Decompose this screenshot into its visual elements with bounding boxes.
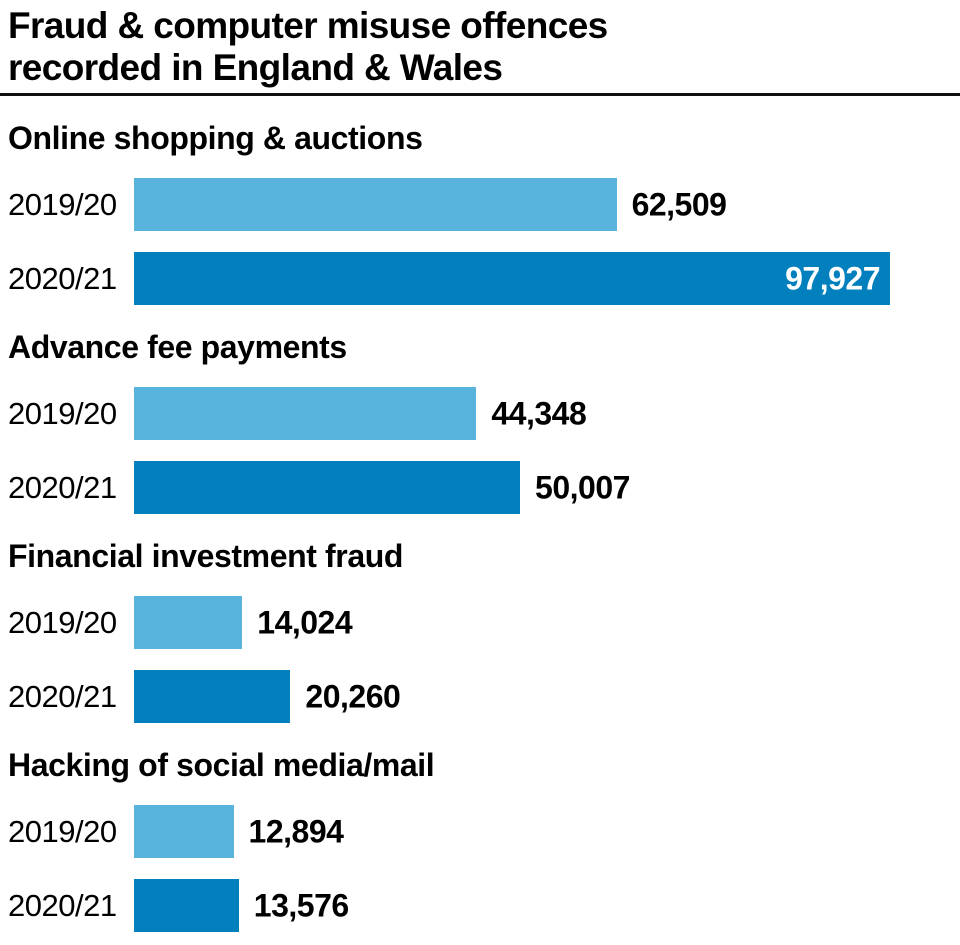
bar-track: 14,024 (134, 596, 890, 649)
bar-track: 62,509 (134, 178, 890, 231)
section-financial-investment-fraud: Financial investment fraud 2019/20 14,02… (0, 538, 960, 723)
bar-track: 97,927 (134, 252, 890, 305)
section-label: Online shopping & auctions (8, 120, 423, 156)
bar-row: 2019/20 12,894 (0, 805, 960, 858)
value-label: 62,509 (631, 186, 727, 222)
section-label: Hacking of social media/mail (8, 747, 435, 783)
section-label: Financial investment fraud (8, 538, 404, 574)
value-label: 12,894 (248, 813, 344, 849)
bar-track: 44,348 (134, 387, 890, 440)
bar (134, 252, 890, 305)
section-hacking-social-media-mail: Hacking of social media/mail 2019/20 12,… (0, 747, 960, 932)
bar (134, 805, 234, 858)
chart-title-line-1: Fraud & computer misuse offences (8, 5, 608, 46)
year-label: 2019/20 (8, 604, 117, 640)
year-label: 2019/20 (8, 813, 117, 849)
chart-title: Fraud & computer misuse offences recorde… (0, 0, 960, 89)
bar-row: 2019/20 14,024 (0, 596, 960, 649)
chart-title-line-2: recorded in England & Wales (8, 47, 503, 88)
year-label: 2019/20 (8, 395, 117, 431)
section-advance-fee-payments: Advance fee payments 2019/20 44,348 2020… (0, 329, 960, 514)
year-label: 2020/21 (8, 887, 117, 923)
value-label: 14,024 (257, 604, 353, 640)
bar-track: 20,260 (134, 670, 890, 723)
bar (134, 670, 291, 723)
section-label: Advance fee payments (8, 329, 347, 365)
bar-track: 13,576 (134, 879, 890, 932)
year-label: 2020/21 (8, 678, 117, 714)
bar (134, 178, 617, 231)
bar-track: 12,894 (134, 805, 890, 858)
title-divider-rule (0, 93, 960, 96)
bar-row: 2020/21 20,260 (0, 670, 960, 723)
value-label: 20,260 (305, 678, 401, 714)
bar-row: 2019/20 62,509 (0, 178, 960, 231)
year-label: 2020/21 (8, 469, 117, 505)
value-label: 97,927 (785, 260, 880, 296)
value-label: 44,348 (491, 395, 587, 431)
bar (134, 879, 239, 932)
year-label: 2020/21 (8, 260, 117, 296)
value-label: 50,007 (535, 469, 630, 505)
bar-row: 2020/21 97,927 (0, 252, 960, 305)
year-label: 2019/20 (8, 186, 117, 222)
bar (134, 596, 243, 649)
bar (134, 461, 521, 514)
bar-row: 2020/21 50,007 (0, 461, 960, 514)
value-label: 13,576 (253, 887, 349, 923)
section-online-shopping-auctions: Online shopping & auctions 2019/20 62,50… (0, 120, 960, 305)
bar-row: 2019/20 44,348 (0, 387, 960, 440)
bar (134, 387, 477, 440)
bar-track: 50,007 (134, 461, 890, 514)
bar-row: 2020/21 13,576 (0, 879, 960, 932)
